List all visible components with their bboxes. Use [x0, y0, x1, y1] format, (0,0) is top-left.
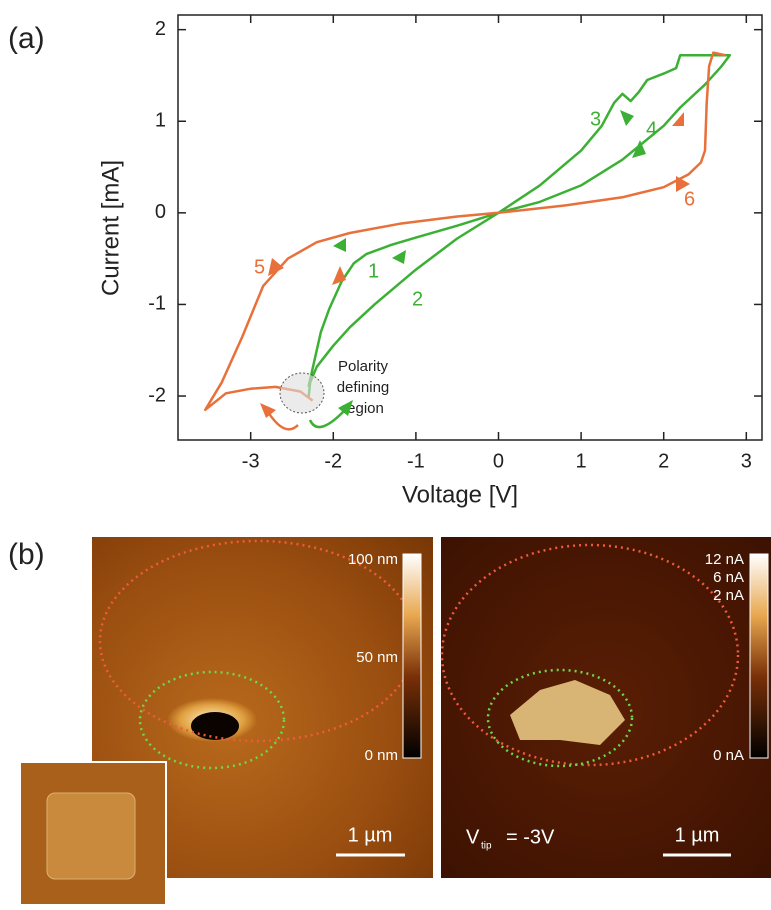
- arrowhead: [672, 112, 684, 126]
- annotation: region: [342, 400, 384, 417]
- y-tick-label: -2: [148, 384, 166, 406]
- y-tick-label: 1: [155, 110, 166, 132]
- arrowhead: [620, 110, 634, 126]
- conductive-feature: [510, 680, 625, 745]
- y-tick-label: 2: [155, 18, 166, 40]
- dark-feature: [191, 712, 239, 740]
- current-image: 12 nA 6 nA 2 nA 0 nA V tip = -3V 1 µm: [440, 537, 771, 878]
- color-bar-label: 50 nm: [356, 649, 398, 666]
- annotation: defining: [337, 379, 390, 396]
- inset: [19, 761, 167, 906]
- inner-ellipse: [486, 668, 634, 768]
- arrowhead: [268, 258, 284, 276]
- tip-voltage-subscript: tip: [481, 841, 492, 852]
- color-bar: [402, 553, 422, 759]
- arrowhead: [392, 250, 406, 264]
- x-tick-label: -2: [324, 450, 342, 472]
- annotation: 1: [368, 260, 379, 282]
- color-bar-label: 0 nA: [713, 747, 744, 764]
- direction-arrow: [308, 409, 346, 429]
- annotation: 6: [684, 188, 695, 210]
- topography-image: 100 nm 50 nm 0 nm 1 µm: [92, 537, 433, 878]
- color-bar-label: 2 nA: [713, 587, 744, 604]
- x-tick-label: -1: [407, 450, 425, 472]
- x-tick-label: 0: [493, 450, 504, 472]
- annotation: 4: [646, 118, 657, 140]
- tip-voltage-symbol: V: [466, 826, 480, 848]
- annotation: Polarity: [338, 358, 389, 375]
- annotation: 3: [590, 108, 601, 130]
- tip-voltage-value: = -3V: [506, 826, 555, 848]
- annotation: 5: [254, 256, 265, 278]
- data-line: [204, 51, 726, 412]
- arrowhead: [676, 176, 690, 192]
- inset-feature: [46, 792, 136, 880]
- arrowhead: [632, 140, 646, 158]
- x-tick-label: 2: [658, 450, 669, 472]
- color-bar-label: 6 nA: [713, 569, 744, 586]
- color-bar-label: 12 nA: [705, 551, 744, 568]
- y-axis-label: Current [mA]: [97, 160, 124, 296]
- plot: -3 -2 -1 0 1 2 3 -2 -1 0 1 2: [148, 14, 763, 472]
- x-tick-label: 3: [741, 450, 752, 472]
- arrowhead: [260, 403, 276, 418]
- color-bar: [749, 553, 769, 759]
- y-tick-label: -1: [148, 293, 166, 315]
- outer-ellipse: [440, 543, 740, 767]
- x-axis-label: Voltage [V]: [402, 481, 518, 508]
- y-tick-label: 0: [155, 201, 166, 223]
- direction-arrow: [266, 411, 299, 431]
- panel-label: (b): [8, 538, 45, 571]
- inner-ellipse: [138, 670, 286, 770]
- arrowhead: [332, 266, 346, 285]
- x-tick-label: 1: [576, 450, 587, 472]
- region-highlight: [279, 372, 325, 414]
- color-bar-label: 100 nm: [348, 551, 398, 568]
- annotation: 2: [412, 288, 423, 310]
- scale-bar-label: 1 µm: [348, 824, 393, 846]
- panel-label: (a): [8, 22, 45, 55]
- color-bar-label: 0 nm: [365, 747, 398, 764]
- scale-bar-label: 1 µm: [675, 824, 720, 846]
- arrowhead: [333, 238, 346, 252]
- data-line: [307, 54, 732, 399]
- annotations: 1 2 3 4 5 6 Polarity defining region: [254, 108, 695, 431]
- plot-frame: [177, 14, 763, 441]
- x-tick-label: -3: [242, 450, 260, 472]
- arrowhead: [338, 400, 353, 416]
